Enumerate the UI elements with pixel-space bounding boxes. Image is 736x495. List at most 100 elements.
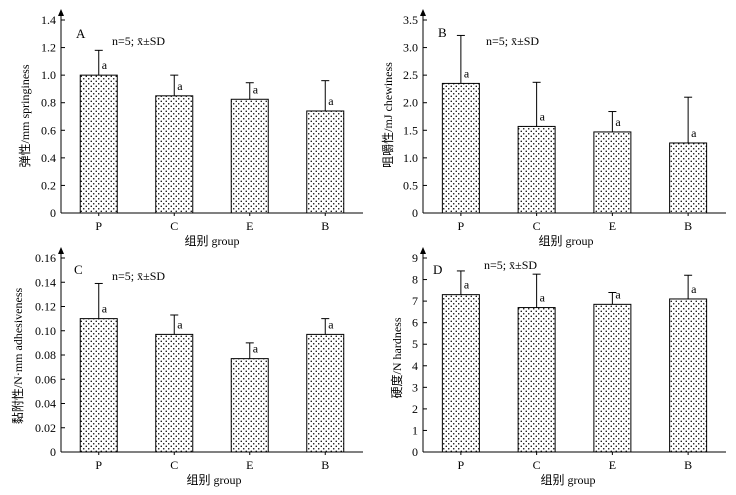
bar [79, 74, 118, 214]
y-tick-label: 4 [412, 359, 418, 373]
x-tick-label: E [246, 458, 253, 472]
panel-d: D n=5; x̄±SD 硬度/N hardness 组别 group 0 1 2 3… [389, 247, 726, 487]
stats-annotation: n=5; x̄±SD [112, 269, 165, 283]
y-axis-label: 硬度/N hardness [389, 317, 404, 398]
bar [306, 110, 345, 214]
x-tick-label: P [458, 219, 465, 233]
significance-label: a [615, 115, 621, 129]
x-tick-label: C [170, 219, 178, 233]
y-tick-label: 0 [50, 445, 56, 459]
bar [79, 318, 118, 453]
x-tick-label: B [321, 458, 329, 472]
y-tick-label: 0.16 [35, 251, 56, 265]
y-axis-arrow [58, 247, 64, 254]
panel-label: D [433, 262, 442, 277]
panel-label: B [438, 25, 447, 40]
panel-b: B n=5; x̄±SD 咀嚼性/mJ chewiness 组别 group 0… [381, 9, 726, 248]
panel-label: C [74, 262, 83, 277]
y-tick-label: 2 [412, 402, 418, 416]
y-tick-label: 7 [412, 294, 418, 308]
x-tick-label: B [684, 219, 692, 233]
bar [155, 333, 194, 453]
y-axis-label: 黏附性/N·mm adhesiveness [11, 288, 25, 425]
significance-label: a [540, 109, 546, 123]
y-tick-label: 1.5 [403, 123, 418, 137]
x-tick-label: E [609, 458, 616, 472]
x-tick-label: P [95, 219, 102, 233]
bar [230, 98, 269, 214]
y-tick-label: 0.04 [35, 397, 56, 411]
panel-label: A [76, 26, 86, 41]
x-tick-label: E [246, 219, 253, 233]
y-tick-label: 3 [412, 380, 418, 394]
y-tick-label: 1.0 [41, 68, 56, 82]
x-tick-label: C [533, 219, 541, 233]
y-tick-label: 0.8 [41, 96, 56, 110]
y-tick-label: 9 [412, 251, 418, 265]
y-axis-arrow [420, 247, 426, 254]
y-tick-label: 1.4 [41, 13, 56, 27]
bar [593, 303, 632, 453]
stats-annotation: n=5; x̄±SD [112, 34, 165, 48]
significance-label: a [328, 317, 334, 331]
bar [441, 294, 480, 453]
y-axis-arrow [420, 9, 426, 16]
significance-label: a [540, 291, 546, 305]
y-tick-label: 0.06 [35, 372, 56, 386]
y-tick-label: 0 [412, 206, 418, 220]
significance-label: a [464, 66, 470, 80]
x-tick-label: P [95, 458, 102, 472]
bar [517, 307, 556, 453]
x-axis-label: 组别 group [539, 234, 594, 248]
significance-label: a [253, 342, 259, 356]
y-tick-label: 0.5 [403, 178, 418, 192]
bar [306, 333, 345, 453]
y-tick-label: 0.2 [41, 178, 56, 192]
y-tick-label: 0.4 [41, 151, 56, 165]
significance-label: a [177, 317, 183, 331]
panel-a: A n=5; x̄±SD 弹性/mm springiness 组别 group … [18, 9, 363, 248]
y-tick-label: 1.0 [403, 151, 418, 165]
significance-label: a [464, 278, 470, 292]
significance-label: a [691, 282, 697, 296]
significance-label: a [615, 287, 621, 301]
bar [517, 125, 556, 214]
y-tick-label: 3.0 [403, 41, 418, 55]
x-tick-label: E [609, 219, 616, 233]
y-tick-label: 2.0 [403, 96, 418, 110]
y-tick-label: 0.02 [35, 421, 56, 435]
bar [441, 82, 480, 214]
x-tick-label: C [170, 458, 178, 472]
y-tick-label: 8 [412, 273, 418, 287]
significance-label: a [253, 82, 259, 96]
y-axis-arrow [58, 9, 64, 16]
y-tick-label: 0.6 [41, 123, 56, 137]
significance-label: a [177, 79, 183, 93]
y-axis-label: 咀嚼性/mJ chewiness [381, 62, 395, 168]
bar [155, 95, 194, 214]
y-axis-label: 弹性/mm springiness [18, 64, 32, 167]
stats-annotation: n=5; x̄±SD [484, 258, 537, 272]
panel-c: C n=5; x̄±SD 黏附性/N·mm adhesiveness 组别 gr… [11, 247, 363, 487]
x-tick-label: C [533, 458, 541, 472]
y-tick-label: 2.5 [403, 68, 418, 82]
significance-label: a [328, 94, 334, 108]
x-tick-label: B [321, 219, 329, 233]
plot-area: 0 0.5 1.0 1.5 2.0 2.5 3.0 3.5 a Pa Ca Ea B [403, 9, 726, 233]
significance-label: a [691, 126, 697, 140]
y-tick-label: 0.10 [35, 324, 56, 338]
y-tick-label: 1.2 [41, 41, 56, 55]
x-axis-label: 组别 group [187, 473, 242, 487]
plot-area: 0 0.2 0.4 0.6 0.8 1.0 1.2 1.4 a Pa Ca Ea B [41, 9, 363, 233]
x-tick-label: B [684, 458, 692, 472]
significance-label: a [102, 58, 108, 72]
bar [669, 298, 708, 453]
plot-area: 0 1 2 3 4 5 6 7 8 9 a Pa Ca Ea B [412, 247, 726, 472]
bar [230, 358, 269, 453]
y-tick-label: 5 [412, 337, 418, 351]
y-tick-label: 0 [412, 445, 418, 459]
y-tick-label: 0.14 [35, 275, 56, 289]
stats-annotation: n=5; x̄±SD [486, 34, 539, 48]
bar [669, 142, 708, 214]
significance-label: a [102, 302, 108, 316]
